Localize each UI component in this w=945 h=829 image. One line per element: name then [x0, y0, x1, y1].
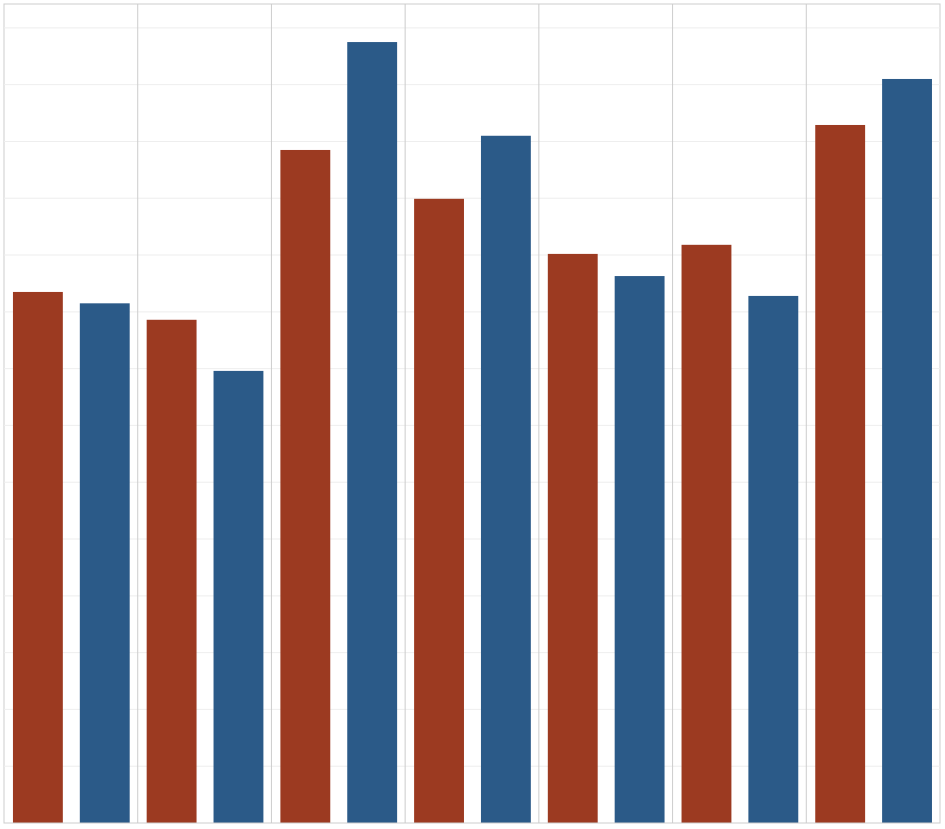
bar — [547, 253, 598, 824]
bar — [280, 149, 331, 824]
bar — [79, 303, 130, 823]
bar — [480, 135, 531, 824]
bar — [815, 124, 866, 824]
bar — [213, 370, 264, 823]
bar — [414, 198, 464, 824]
bar — [748, 295, 799, 824]
bar — [12, 291, 63, 823]
plot-frame — [3, 3, 941, 824]
bar — [614, 276, 665, 823]
bar — [681, 244, 732, 823]
bar — [882, 78, 932, 823]
bar — [347, 42, 398, 823]
bar — [146, 319, 197, 823]
